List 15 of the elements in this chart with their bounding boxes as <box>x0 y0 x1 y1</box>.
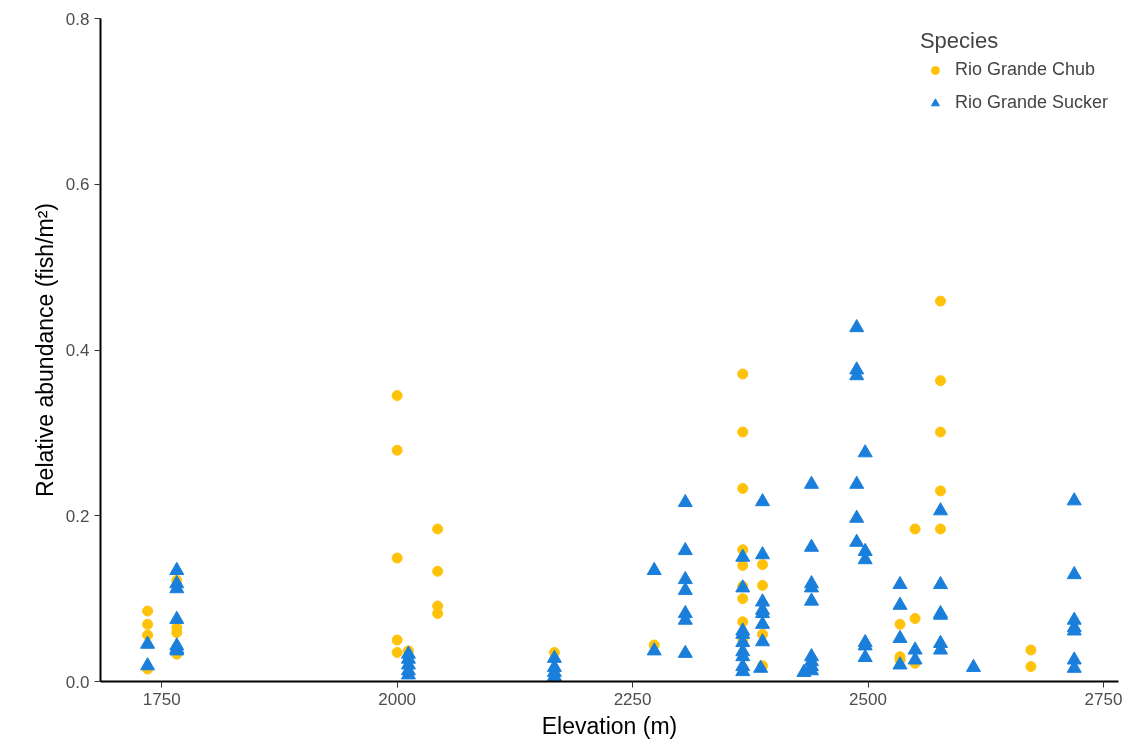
x-axis-title: Elevation (m) <box>541 712 678 739</box>
x-tick-label: 1750 <box>142 689 181 709</box>
x-tick-label: 2250 <box>613 689 652 709</box>
x-tick-label: 2000 <box>378 689 417 709</box>
y-axis-title: Relative abundance (fish/m²) <box>31 202 58 498</box>
y-tick-label: 0.2 <box>65 506 90 526</box>
legend-label: Rio Grande Sucker <box>954 92 1108 113</box>
y-tick-label: 0.6 <box>65 175 90 195</box>
y-tick-label: 0.0 <box>65 672 90 692</box>
y-tick-label: 0.4 <box>65 341 90 360</box>
legend-label: Rio Grande Chub <box>954 59 1096 80</box>
x-tick-label: 2750 <box>1084 689 1123 709</box>
y-tick-label: 0.8 <box>65 9 90 29</box>
x-tick-label: 2500 <box>849 689 887 709</box>
legend-title: Species <box>919 28 1000 54</box>
